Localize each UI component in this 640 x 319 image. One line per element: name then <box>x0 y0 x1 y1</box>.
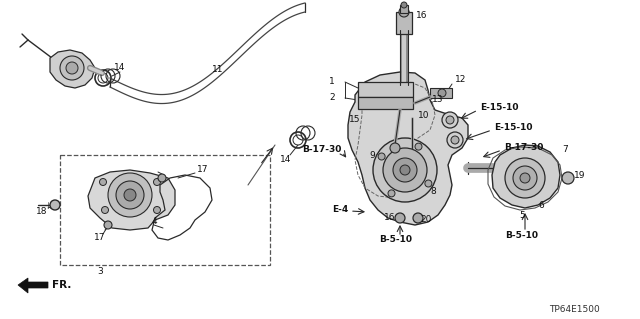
Circle shape <box>390 143 400 153</box>
Circle shape <box>99 179 106 186</box>
Text: 14: 14 <box>280 155 292 165</box>
Text: 4: 4 <box>152 218 157 226</box>
Circle shape <box>373 138 437 202</box>
Text: 15: 15 <box>349 115 360 124</box>
Circle shape <box>513 166 537 190</box>
Bar <box>358 97 413 109</box>
Text: 3: 3 <box>97 268 103 277</box>
Circle shape <box>154 179 161 186</box>
Circle shape <box>378 153 385 160</box>
Circle shape <box>400 165 410 175</box>
Polygon shape <box>348 72 468 225</box>
Circle shape <box>102 206 109 213</box>
Circle shape <box>50 200 60 210</box>
Text: 20: 20 <box>420 216 431 225</box>
Text: FR.: FR. <box>52 280 72 290</box>
Bar <box>396 12 412 34</box>
Polygon shape <box>18 278 48 293</box>
Text: 11: 11 <box>212 65 224 75</box>
Circle shape <box>388 190 395 197</box>
Circle shape <box>447 132 463 148</box>
Circle shape <box>154 206 161 213</box>
Text: 13: 13 <box>432 95 444 105</box>
Text: 10: 10 <box>418 112 429 121</box>
Circle shape <box>562 172 574 184</box>
Text: B-17-30: B-17-30 <box>504 144 543 152</box>
Text: 8: 8 <box>430 188 436 197</box>
Text: 2: 2 <box>330 93 335 102</box>
Circle shape <box>383 148 427 192</box>
Text: 9: 9 <box>369 151 375 160</box>
Text: 12: 12 <box>455 76 467 85</box>
Circle shape <box>505 158 545 198</box>
Circle shape <box>124 189 136 201</box>
Text: 18: 18 <box>36 207 48 217</box>
Circle shape <box>66 62 78 74</box>
Text: 16: 16 <box>383 213 395 222</box>
Bar <box>400 5 408 13</box>
Circle shape <box>116 181 144 209</box>
Text: TP64E1500: TP64E1500 <box>549 306 600 315</box>
Circle shape <box>451 136 459 144</box>
Text: 1: 1 <box>329 78 335 86</box>
Circle shape <box>446 116 454 124</box>
Text: B-17-30: B-17-30 <box>302 145 341 154</box>
Circle shape <box>442 112 458 128</box>
Polygon shape <box>492 145 560 208</box>
Text: B-5-10: B-5-10 <box>506 232 538 241</box>
Circle shape <box>393 158 417 182</box>
Circle shape <box>108 173 152 217</box>
Bar <box>430 88 452 98</box>
Bar <box>358 82 413 97</box>
Text: 16: 16 <box>416 11 428 19</box>
Circle shape <box>401 2 407 8</box>
Circle shape <box>425 180 432 187</box>
Polygon shape <box>50 50 95 88</box>
Text: 7: 7 <box>562 145 568 154</box>
Text: B-5-10: B-5-10 <box>380 235 413 244</box>
Text: 19: 19 <box>574 170 586 180</box>
Text: E-4: E-4 <box>332 205 348 214</box>
Circle shape <box>395 213 405 223</box>
PathPatch shape <box>88 170 175 230</box>
Circle shape <box>413 213 423 223</box>
Text: E-15-10: E-15-10 <box>480 103 518 113</box>
Circle shape <box>60 56 84 80</box>
Text: 17: 17 <box>94 234 106 242</box>
Circle shape <box>415 143 422 150</box>
Text: E-15-10: E-15-10 <box>494 123 532 132</box>
Circle shape <box>438 89 446 97</box>
Circle shape <box>520 173 530 183</box>
Circle shape <box>158 174 166 182</box>
Text: 17: 17 <box>197 166 209 174</box>
Circle shape <box>399 7 409 17</box>
Text: 14: 14 <box>115 63 125 72</box>
Circle shape <box>104 221 112 229</box>
Text: 5: 5 <box>519 211 525 219</box>
Bar <box>60 155 270 265</box>
Text: 6: 6 <box>538 201 544 210</box>
